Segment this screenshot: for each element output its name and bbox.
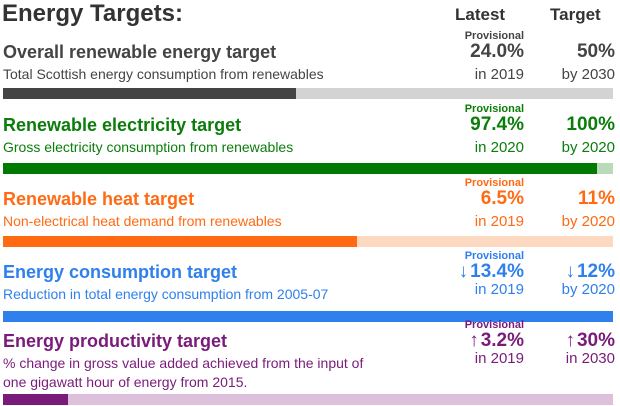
target-value-wrap: 50% — [577, 41, 615, 63]
target-value: 30% — [576, 330, 615, 351]
arrow-down-icon: ↓ — [565, 261, 575, 282]
provisional-label: Provisional — [464, 30, 524, 42]
section-subtitle: Gross electricity consumption from renew… — [3, 139, 294, 155]
progress-bar — [3, 163, 613, 174]
section-title: Energy productivity target — [3, 331, 228, 351]
progress-bar — [3, 394, 613, 405]
target-year: by 2020 — [561, 281, 615, 298]
progress-bar — [3, 236, 613, 247]
progress-bar — [3, 311, 613, 322]
section-title: Renewable heat target — [3, 189, 195, 209]
provisional-label: Provisional — [464, 319, 524, 331]
target-value-wrap: 100% — [566, 114, 615, 136]
target-value-wrap: ↑ 30% — [565, 330, 615, 352]
arrow-up-icon: ↑ — [565, 330, 575, 351]
target-year: by 2020 — [561, 213, 615, 230]
target-value-wrap: ↓ 12% — [565, 261, 615, 283]
target-year: by 2030 — [561, 66, 615, 83]
column-header-latest: Latest — [455, 5, 506, 24]
provisional-label: Provisional — [464, 103, 524, 115]
target-year: in 2030 — [565, 350, 615, 367]
latest-value-wrap: 24.0% — [470, 41, 524, 63]
progress-fill — [3, 311, 613, 322]
section-title: Overall renewable energy target — [3, 42, 277, 62]
progress-fill — [3, 236, 357, 247]
latest-value: 6.5% — [480, 188, 524, 209]
column-header-target: Target — [550, 5, 601, 24]
latest-value: 97.4% — [470, 114, 524, 135]
latest-year: in 2019 — [474, 66, 524, 83]
latest-year: in 2019 — [474, 281, 524, 298]
provisional-label: Provisional — [464, 177, 524, 189]
latest-value: 3.2% — [480, 330, 524, 351]
latest-value: 13.4% — [470, 261, 524, 282]
target-value: 50% — [576, 41, 615, 62]
progress-fill — [3, 88, 296, 99]
provisional-label: Provisional — [464, 250, 524, 262]
arrow-down-icon: ↓ — [458, 261, 469, 282]
section-subtitle: Reduction in total energy consumption fr… — [3, 286, 329, 302]
section-title: Renewable electricity target — [3, 115, 242, 135]
latest-value-wrap: 6.5% — [481, 188, 524, 210]
section-subtitle: Non-electrical heat demand from renewabl… — [3, 213, 282, 229]
progress-fill — [3, 163, 598, 174]
section-subtitle: % change in gross value added achieved f… — [3, 355, 364, 390]
latest-value: 24.0% — [470, 41, 524, 62]
progress-bar — [3, 88, 613, 99]
target-value: 12% — [576, 261, 615, 282]
latest-value-wrap: ↑ 3.2% — [469, 330, 524, 352]
latest-year: in 2019 — [474, 213, 524, 230]
latest-value-wrap: 97.4% — [470, 114, 524, 136]
latest-year: in 2019 — [474, 350, 524, 367]
page-title: Energy Targets: — [2, 0, 183, 27]
latest-value-wrap: ↓ 13.4% — [459, 261, 524, 283]
target-value-wrap: 11% — [578, 188, 615, 210]
section-subtitle: Total Scottish energy consumption from r… — [3, 66, 324, 82]
progress-fill — [3, 394, 69, 405]
section-title: Energy consumption target — [3, 262, 238, 282]
target-value: 100% — [566, 114, 615, 135]
target-value: 11% — [578, 188, 615, 209]
arrow-up-icon: ↑ — [469, 330, 479, 351]
target-year: by 2020 — [561, 139, 615, 156]
latest-year: in 2020 — [474, 139, 524, 156]
